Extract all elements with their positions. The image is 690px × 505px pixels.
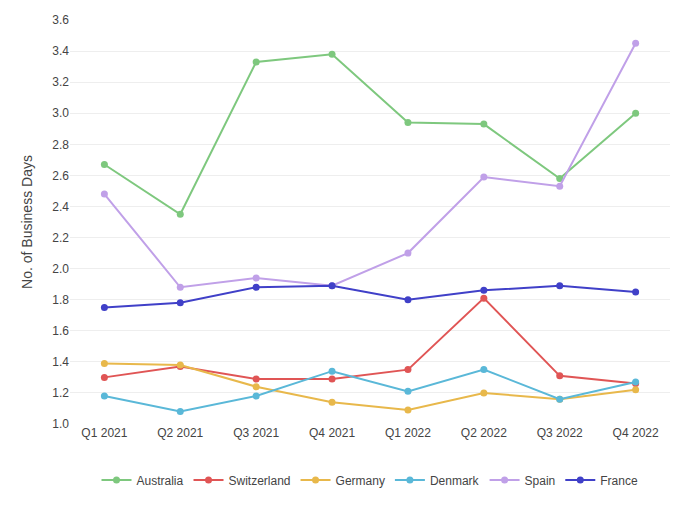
svg-text:1.6: 1.6 — [52, 324, 69, 338]
svg-text:1.2: 1.2 — [52, 386, 69, 400]
svg-text:Q2 2022: Q2 2022 — [461, 426, 507, 440]
svg-text:Spain: Spain — [525, 474, 556, 488]
svg-text:2.0: 2.0 — [52, 262, 69, 276]
svg-text:3.0: 3.0 — [52, 106, 69, 120]
svg-text:3.6: 3.6 — [52, 13, 69, 27]
svg-text:No. of Business Days: No. of Business Days — [19, 155, 35, 289]
svg-text:2.2: 2.2 — [52, 231, 69, 245]
svg-text:France: France — [600, 474, 638, 488]
svg-text:1.4: 1.4 — [52, 355, 69, 369]
svg-text:Q1 2021: Q1 2021 — [81, 426, 127, 440]
svg-text:Denmark: Denmark — [430, 474, 480, 488]
svg-text:3.2: 3.2 — [52, 75, 69, 89]
svg-text:Q2 2021: Q2 2021 — [157, 426, 203, 440]
svg-text:2.6: 2.6 — [52, 169, 69, 183]
svg-text:2.4: 2.4 — [52, 200, 69, 214]
svg-text:Australia: Australia — [137, 474, 184, 488]
svg-text:3.4: 3.4 — [52, 44, 69, 58]
svg-text:Q1 2022: Q1 2022 — [385, 426, 431, 440]
svg-text:Q3 2021: Q3 2021 — [233, 426, 279, 440]
svg-text:1.0: 1.0 — [52, 417, 69, 431]
svg-text:2.8: 2.8 — [52, 138, 69, 152]
svg-text:Q4 2021: Q4 2021 — [309, 426, 355, 440]
svg-text:Q3 2022: Q3 2022 — [537, 426, 583, 440]
svg-text:Switzerland: Switzerland — [229, 474, 291, 488]
svg-text:Q4 2022: Q4 2022 — [613, 426, 659, 440]
svg-text:1.8: 1.8 — [52, 293, 69, 307]
svg-text:Germany: Germany — [336, 474, 385, 488]
